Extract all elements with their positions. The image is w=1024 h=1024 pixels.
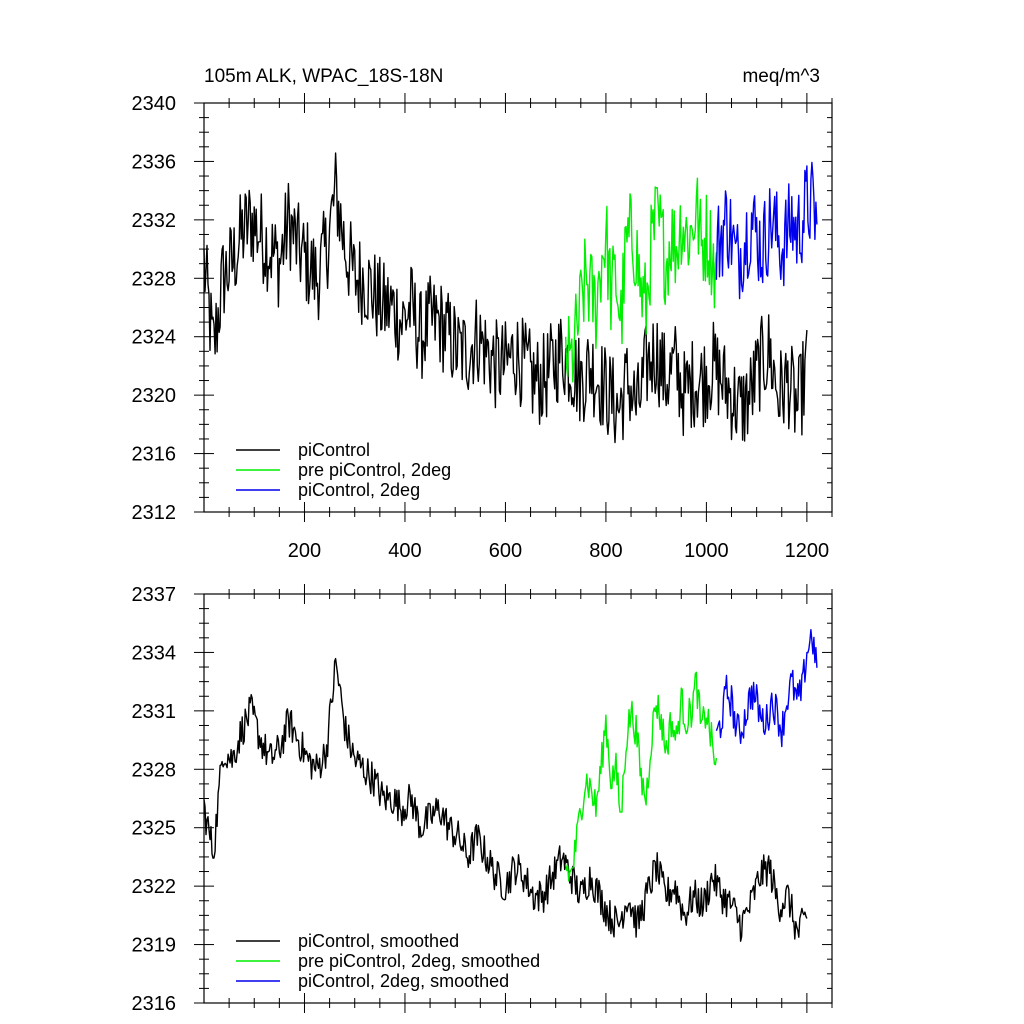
y-tick-label: 2319	[132, 935, 177, 957]
x-tick-label: 1200	[785, 540, 830, 562]
x-tick-label: 800	[589, 540, 622, 562]
x-tick-label: 1000	[684, 540, 729, 562]
y-tick-label: 2334	[132, 642, 177, 664]
legend-label: piControl, 2deg, smoothed	[298, 971, 509, 991]
series-line	[565, 671, 718, 882]
series-line	[565, 177, 718, 383]
y-tick-label: 2312	[132, 502, 177, 524]
y-tick-label: 2328	[132, 759, 177, 781]
y-tick-label: 2320	[132, 385, 177, 407]
bottom-panel: 2316 2319 2322 2325 2328 2331 2334 2337 piContro…	[132, 584, 833, 1015]
y-tick-label: 2331	[132, 701, 177, 723]
y-tick-label: 2316	[132, 993, 177, 1015]
x-tick-label: 200	[288, 540, 321, 562]
y-tick-label: 2328	[132, 268, 177, 290]
y-tick-label: 2336	[132, 151, 177, 173]
y-tick-label: 2316	[132, 444, 177, 466]
y-tick-label: 2325	[132, 818, 177, 840]
series-line	[715, 629, 818, 748]
series-line	[715, 161, 818, 300]
y-tick-label: 2322	[132, 876, 177, 898]
series-line	[203, 152, 808, 444]
y-tick-label: 2337	[132, 584, 177, 606]
legend-label: pre piControl, 2deg	[298, 460, 451, 480]
series-line	[203, 657, 808, 942]
legend-label: piControl	[298, 440, 370, 460]
legend-label: piControl, 2deg	[298, 480, 420, 500]
y-tick-label: 2340	[132, 93, 177, 115]
units-label: meq/m^3	[742, 66, 820, 87]
legend-label: piControl, smoothed	[298, 931, 459, 951]
top-panel: 200 400 600 800 1000 1200 2312 2316 2320 2324 2328…	[132, 93, 833, 562]
y-tick-label: 2332	[132, 210, 177, 232]
legend-label: pre piControl, 2deg, smoothed	[298, 951, 540, 971]
y-tick-label: 2324	[132, 327, 177, 349]
panel-title: 105m ALK, WPAC_18S-18N	[204, 66, 443, 87]
x-tick-label: 600	[489, 540, 522, 562]
x-tick-label: 400	[388, 540, 421, 562]
